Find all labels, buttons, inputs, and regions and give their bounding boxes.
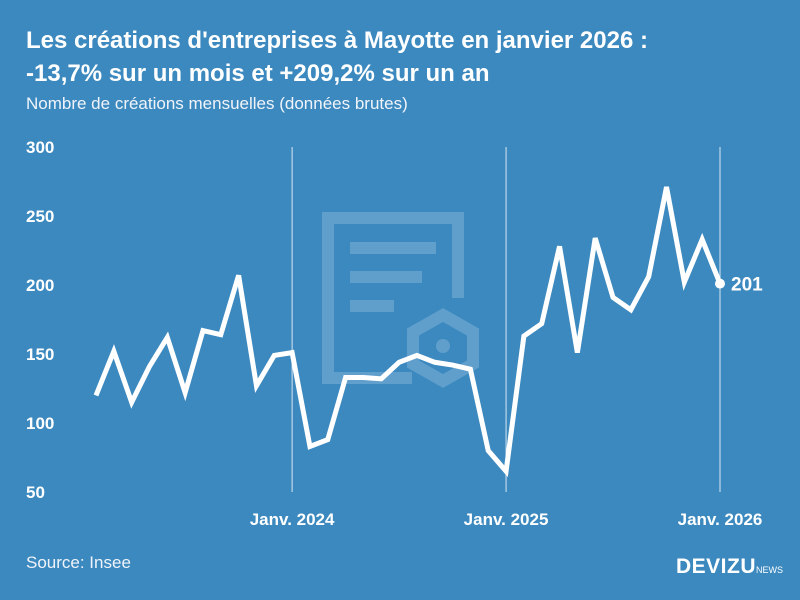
logo-suffix: NEWS xyxy=(756,565,784,575)
y-tick-label: 300 xyxy=(26,138,54,157)
chart-title: Les créations d'entreprises à Mayotte en… xyxy=(26,24,648,90)
logo-main: DEVIZU xyxy=(676,555,757,578)
x-tick-label: Janv. 2026 xyxy=(678,510,763,529)
chart-subtitle: Nombre de créations mensuelles (données … xyxy=(26,94,408,113)
y-tick-label: 50 xyxy=(26,483,45,502)
last-value-label: 201 xyxy=(731,275,763,296)
title-line-1: Les créations d'entreprises à Mayotte en… xyxy=(26,27,648,54)
y-tick-label: 150 xyxy=(26,345,54,364)
watermark-document-icon xyxy=(322,212,479,388)
y-tick-label: 200 xyxy=(26,276,54,295)
x-tick-label: Janv. 2024 xyxy=(250,510,335,529)
series-line xyxy=(93,186,723,478)
title-line-2: -13,7% sur un mois et +209,2% sur un an xyxy=(26,60,490,87)
y-tick-label: 100 xyxy=(26,414,54,433)
data-point xyxy=(715,278,725,289)
source-note: Source: Insee xyxy=(26,553,131,572)
y-tick-label: 250 xyxy=(26,207,54,226)
x-tick-label: Janv. 2025 xyxy=(464,510,549,529)
devizu-logo: DEVIZUNEWS xyxy=(676,555,783,579)
